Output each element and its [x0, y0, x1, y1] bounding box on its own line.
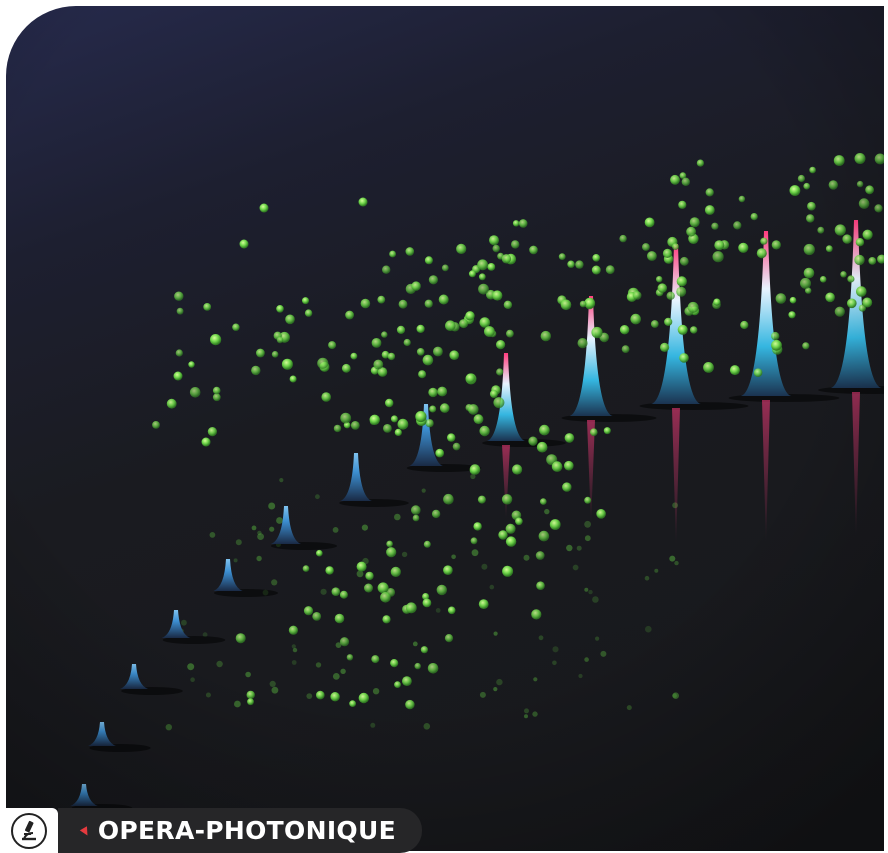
category-caption: ▼ OPERA-PHOTONIQUE: [0, 808, 450, 853]
red-arrow-icon: ▼: [74, 820, 95, 841]
microscope-icon: [11, 812, 47, 849]
scene-svg: [6, 6, 884, 851]
vignette-overlay: [6, 6, 884, 851]
caption-tag: ▼ OPERA-PHOTONIQUE: [58, 808, 422, 853]
photonics-illustration: [6, 6, 884, 851]
caption-label: OPERA-PHOTONIQUE: [97, 816, 396, 845]
icon-box: [0, 808, 58, 853]
